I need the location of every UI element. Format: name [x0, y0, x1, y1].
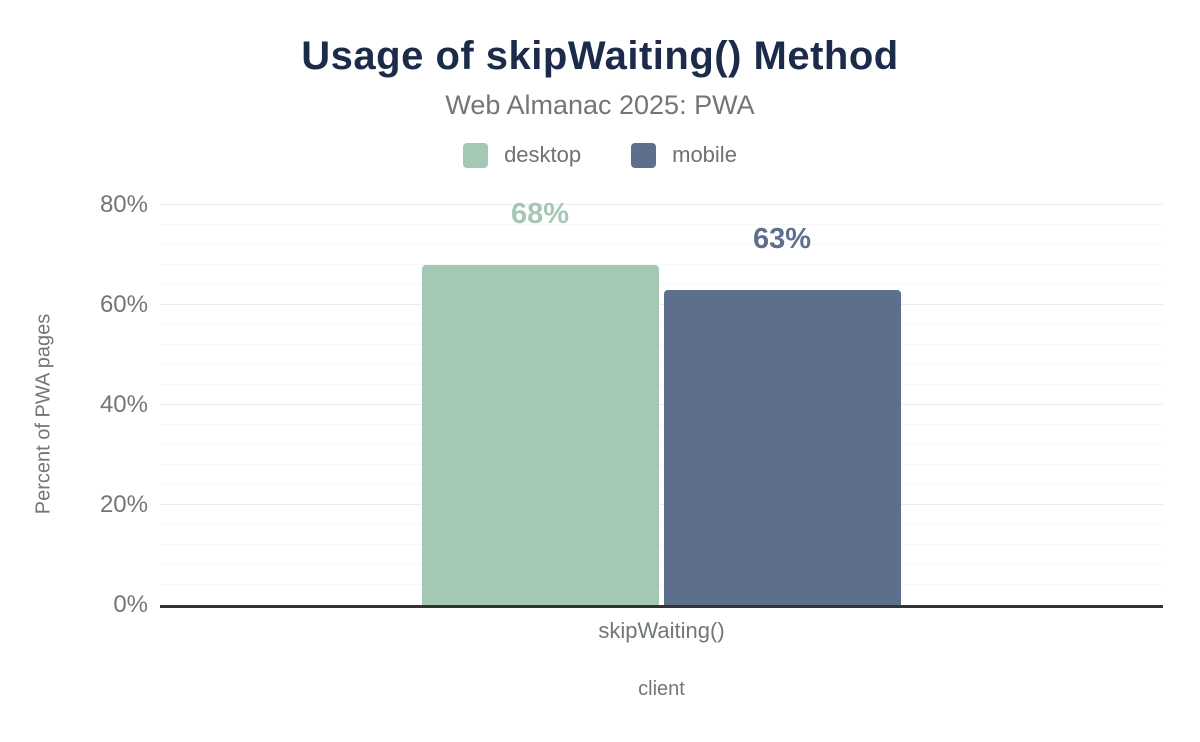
mobile-legend-label: mobile	[672, 142, 737, 167]
minor-gridline	[160, 344, 1163, 345]
minor-gridline	[160, 244, 1163, 245]
legend: desktop mobile	[0, 140, 1200, 170]
bar-desktop	[421, 265, 659, 605]
minor-gridline	[160, 364, 1163, 365]
major-gridline	[160, 404, 1163, 405]
bar-value-label-mobile: 63%	[752, 223, 812, 255]
legend-item-mobile: mobile	[631, 142, 737, 168]
legend-item-desktop: desktop	[463, 142, 581, 168]
chart-subtitle: Web Almanac 2025: PWA	[445, 90, 755, 120]
bar-value-label-desktop: 68%	[510, 198, 570, 230]
y-tick-label: 80%	[99, 191, 148, 218]
minor-gridline	[160, 264, 1163, 265]
y-tick-label: 20%	[99, 491, 148, 518]
minor-gridline	[160, 224, 1163, 225]
minor-gridline	[160, 424, 1163, 425]
major-gridline	[160, 504, 1163, 505]
minor-gridline	[160, 564, 1163, 565]
chart-title: Usage of skipWaiting() Method	[301, 34, 899, 78]
minor-gridline	[160, 284, 1163, 285]
major-gridline	[160, 204, 1163, 205]
bar-mobile	[663, 290, 901, 605]
x-tick-label: skipWaiting()	[598, 618, 725, 643]
minor-gridline	[160, 464, 1163, 465]
mobile-legend-swatch	[631, 142, 657, 168]
y-tick-label: 40%	[99, 391, 148, 418]
minor-gridline	[160, 544, 1163, 545]
major-gridline	[160, 304, 1163, 305]
x-axis-title: client	[638, 678, 685, 700]
y-tick-label: 60%	[99, 291, 148, 318]
y-axis-tick-labels: 0% 20% 40% 60% 80%	[0, 0, 148, 742]
plot-area: 68% 63%	[160, 199, 1163, 608]
desktop-legend-swatch	[463, 142, 489, 168]
minor-gridline	[160, 524, 1163, 525]
minor-gridline	[160, 324, 1163, 325]
minor-gridline	[160, 484, 1163, 485]
minor-gridline	[160, 384, 1163, 385]
minor-gridline	[160, 584, 1163, 585]
minor-gridline	[160, 444, 1163, 445]
y-tick-label: 0%	[113, 591, 148, 618]
desktop-legend-label: desktop	[504, 142, 582, 167]
